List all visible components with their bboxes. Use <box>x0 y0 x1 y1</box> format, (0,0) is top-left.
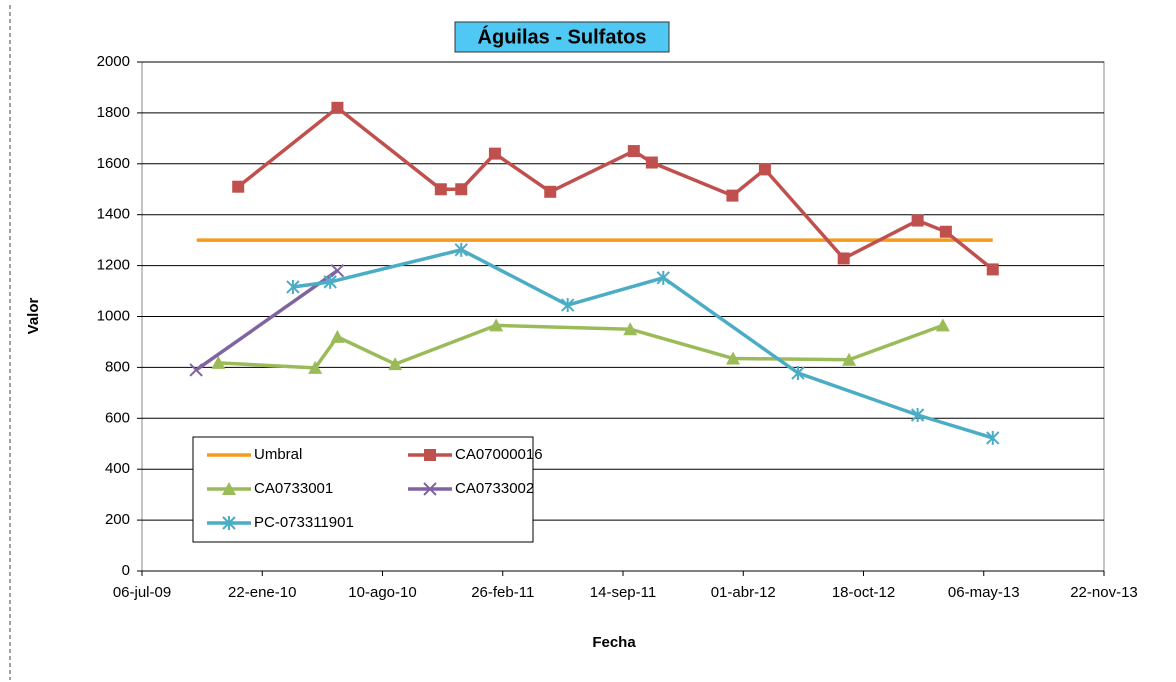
y-tick-label: 800 <box>105 358 130 375</box>
legend-marker <box>423 482 437 496</box>
marker <box>645 156 658 169</box>
marker <box>791 365 805 380</box>
marker <box>726 189 739 202</box>
marker <box>910 407 925 422</box>
marker <box>308 360 323 374</box>
x-tick-label: 22-ene-10 <box>228 584 296 601</box>
marker <box>434 183 447 196</box>
marker <box>758 163 771 176</box>
series-line <box>237 106 994 271</box>
y-tick-label: 1200 <box>97 257 130 274</box>
series-line <box>195 269 339 372</box>
marker <box>560 298 575 313</box>
marker <box>488 147 501 160</box>
marker <box>211 355 226 369</box>
series-line <box>292 248 994 440</box>
y-axis-label: Valor <box>25 297 42 334</box>
marker <box>388 357 403 371</box>
marker <box>455 183 468 196</box>
y-tick-label: 1400 <box>97 206 130 223</box>
legend-label: CA0733001 <box>254 480 333 497</box>
x-tick-label: 01-abr-12 <box>711 584 776 601</box>
title-box <box>454 21 670 53</box>
marker <box>189 363 203 377</box>
marker <box>331 101 344 114</box>
y-tick-label: 1800 <box>97 104 130 121</box>
marker <box>489 318 504 332</box>
marker <box>911 214 924 227</box>
legend-marker <box>222 516 236 530</box>
marker <box>623 322 638 336</box>
marker <box>544 185 557 198</box>
legend-marker <box>222 482 236 495</box>
y-tick-label: 1000 <box>97 307 130 324</box>
y-tick-label: 1600 <box>97 155 130 172</box>
marker <box>232 180 245 193</box>
marker <box>627 145 640 158</box>
chart-title: Águilas - Sulfatos <box>478 25 647 48</box>
x-axis-label: Fecha <box>592 634 636 651</box>
marker <box>986 430 1000 445</box>
legend-label: CA0733002 <box>455 480 534 497</box>
marker <box>454 242 468 257</box>
x-tick-label: 14-sep-11 <box>590 584 656 601</box>
marker <box>935 318 950 332</box>
y-tick-label: 600 <box>105 409 130 426</box>
y-tick-label: 200 <box>105 511 130 528</box>
y-tick-label: 400 <box>105 460 130 477</box>
y-tick-label: 2000 <box>97 53 130 70</box>
x-tick-label: 18-oct-12 <box>832 584 895 601</box>
legend-label: CA07000016 <box>455 446 543 463</box>
x-tick-label: 06-may-13 <box>948 584 1020 601</box>
x-tick-label: 26-feb-11 <box>471 584 534 601</box>
legend-label: PC-073311901 <box>254 514 354 531</box>
x-tick-label: 06-jul-09 <box>113 584 171 601</box>
marker <box>286 279 300 294</box>
marker <box>986 263 999 276</box>
x-tick-label: 22-nov-13 <box>1070 584 1138 601</box>
marker <box>939 225 952 238</box>
marker <box>726 351 741 365</box>
marker <box>330 329 345 343</box>
legend-marker <box>424 449 436 461</box>
marker <box>842 352 857 366</box>
legend-label: Umbral <box>254 446 302 463</box>
marker <box>837 252 850 265</box>
marker <box>330 263 345 278</box>
marker <box>656 270 670 285</box>
y-tick-label: 0 <box>122 562 130 579</box>
series-line <box>218 323 944 370</box>
x-tick-label: 10-ago-10 <box>348 584 416 601</box>
marker <box>323 274 337 289</box>
